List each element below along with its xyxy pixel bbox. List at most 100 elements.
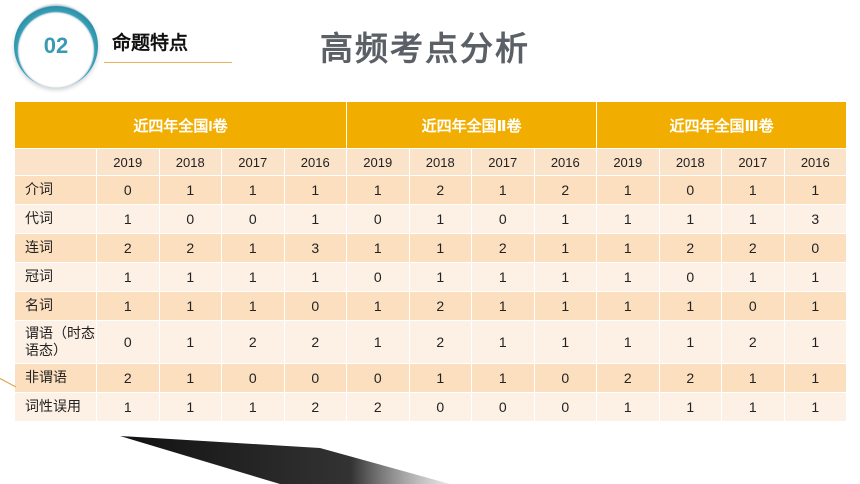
table-cell: 1 — [283, 175, 348, 205]
group-header-3: 近四年全国Ⅲ卷 — [596, 101, 848, 149]
table-cell: 1 — [471, 291, 535, 321]
table-cell: 1 — [471, 262, 535, 292]
table-cell: 0 — [346, 363, 410, 393]
year-header-cell: 2017 — [721, 148, 785, 176]
table-cell: 1 — [471, 175, 535, 205]
year-header-cell: 2018 — [658, 148, 723, 176]
year-header-cell: 2019 — [596, 148, 660, 176]
table-cell: 2 — [533, 175, 598, 205]
table-cell: 1 — [221, 392, 285, 422]
table-cell: 2 — [408, 175, 473, 205]
table-cell: 1 — [221, 233, 285, 263]
table-cell: 1 — [158, 392, 222, 422]
exam-stats-table: 近四年全国I卷 近四年全国Ⅱ卷 近四年全国Ⅲ卷 2019 2018 2017 2016… — [13, 101, 848, 422]
table-cell: 1 — [96, 291, 160, 321]
table-cell: 1 — [471, 320, 535, 364]
table-cell: 0 — [283, 291, 348, 321]
table-cell: 1 — [346, 175, 410, 205]
table-cell: 1 — [596, 175, 660, 205]
table-cell: 0 — [96, 320, 160, 364]
table-row: 词性误用 1 1 1 2 2 0 0 0 1 1 1 1 — [14, 392, 848, 422]
table-cell: 1 — [533, 233, 598, 263]
table-cell: 1 — [408, 233, 473, 263]
table-cell: 1 — [658, 392, 723, 422]
table-cell: 1 — [783, 175, 848, 205]
row-label: 连词 — [14, 233, 97, 263]
table-cell: 1 — [533, 291, 598, 321]
table-cell: 1 — [158, 262, 222, 292]
row-label: 介词 — [14, 175, 97, 205]
table-row: 连词 2 2 1 3 1 1 2 1 1 2 2 0 — [14, 233, 848, 263]
table-cell: 0 — [346, 204, 410, 234]
table-cell: 1 — [408, 262, 473, 292]
row-label: 冠词 — [14, 262, 97, 292]
table-cell: 2 — [283, 320, 348, 364]
table-cell: 2 — [221, 320, 285, 364]
table-cell: 1 — [96, 262, 160, 292]
table-cell: 1 — [96, 392, 160, 422]
table-cell: 1 — [783, 320, 848, 364]
year-header-cell: 2019 — [96, 148, 160, 176]
table-cell: 1 — [158, 320, 222, 364]
table-cell: 1 — [283, 204, 348, 234]
table-cell: 2 — [658, 363, 723, 393]
table-cell: 1 — [158, 363, 222, 393]
row-label: 谓语（时态语态） — [14, 320, 97, 364]
table-cell: 1 — [533, 262, 598, 292]
table-cell: 2 — [96, 363, 160, 393]
table-row: 代词 1 0 0 1 0 1 0 1 1 1 1 3 — [14, 204, 848, 234]
table-cell: 1 — [596, 320, 660, 364]
year-header-cell: 2017 — [221, 148, 285, 176]
table-cell: 1 — [783, 363, 848, 393]
group-header-1: 近四年全国I卷 — [13, 101, 348, 149]
section-label: 命题特点 — [112, 33, 189, 54]
table-cell: 1 — [158, 175, 222, 205]
section-badge-ring — [14, 4, 98, 88]
row-label: 代词 — [14, 204, 97, 234]
table-cell: 0 — [471, 204, 535, 234]
row-label: 名词 — [14, 291, 97, 321]
table-cell: 0 — [533, 392, 598, 422]
table-cell: 0 — [221, 204, 285, 234]
table-cell: 1 — [596, 233, 660, 263]
year-header-cell: 2017 — [471, 148, 535, 176]
table-cell: 1 — [408, 204, 473, 234]
table-cell: 1 — [283, 262, 348, 292]
table-cell: 1 — [346, 320, 410, 364]
table-cell: 1 — [596, 291, 660, 321]
table-cell: 0 — [471, 392, 535, 422]
year-header-row: 2019 2018 2017 2016 2019 2018 2017 2016 2019 2018… — [14, 148, 848, 176]
row-label: 非谓语 — [14, 363, 97, 393]
table-cell: 1 — [533, 320, 598, 364]
table-cell: 1 — [658, 204, 723, 234]
table-cell: 2 — [408, 320, 473, 364]
page-title: 高频考点分析 — [320, 30, 530, 67]
table-row: 介词 0 1 1 1 1 2 1 2 1 0 1 1 — [14, 175, 848, 205]
table-cell: 1 — [596, 392, 660, 422]
table-cell: 0 — [346, 262, 410, 292]
table-row: 冠词 1 1 1 1 0 1 1 1 1 0 1 1 — [14, 262, 848, 292]
table-cell: 1 — [721, 175, 785, 205]
year-header-cell: 2018 — [408, 148, 473, 176]
table-row: 名词 1 1 1 0 1 2 1 1 1 1 0 1 — [14, 291, 848, 321]
table-cell: 1 — [721, 262, 785, 292]
table-cell: 2 — [721, 320, 785, 364]
table-cell: 1 — [346, 291, 410, 321]
table-cell: 0 — [721, 291, 785, 321]
table-cell: 2 — [408, 291, 473, 321]
table-cell: 2 — [283, 392, 348, 422]
year-header-cell: 2016 — [533, 148, 598, 176]
table-cell: 2 — [158, 233, 222, 263]
table-cell: 1 — [221, 175, 285, 205]
year-header-cell: 2016 — [283, 148, 348, 176]
table-row: 谓语（时态语态） 0 1 2 2 1 2 1 1 1 1 2 1 — [14, 320, 848, 364]
section-badge-number: 02 — [43, 33, 69, 58]
corner-cell — [14, 148, 97, 176]
table-cell: 1 — [596, 262, 660, 292]
table-cell: 1 — [721, 204, 785, 234]
row-label: 词性误用 — [14, 392, 97, 422]
table-cell: 1 — [721, 363, 785, 393]
table-row: 非谓语 2 1 0 0 0 1 1 0 2 2 1 1 — [14, 363, 848, 393]
table-cell: 1 — [533, 204, 598, 234]
year-header-cell: 2019 — [346, 148, 410, 176]
